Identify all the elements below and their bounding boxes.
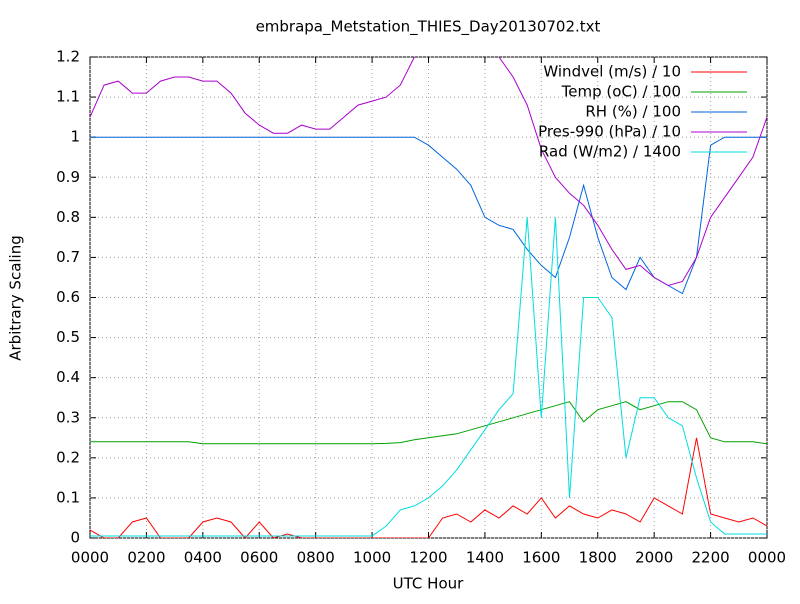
x-tick-label: 1200 <box>409 549 447 567</box>
legend-label: Rad (W/m2) / 1400 <box>539 143 681 161</box>
y-tick-label: 0.8 <box>56 208 80 226</box>
y-tick-label: 1.2 <box>56 48 80 66</box>
series-line <box>90 437 767 538</box>
x-tick-label: 1400 <box>466 549 504 567</box>
x-axis-label: UTC Hour <box>393 575 464 593</box>
chart-title: embrapa_Metstation_THIES_Day20130702.txt <box>256 18 601 37</box>
y-axis-label: Arbitrary Scaling <box>7 235 25 361</box>
x-tick-label: 0800 <box>297 549 335 567</box>
y-tick-label: 0 <box>70 529 80 547</box>
x-tick-label: 2200 <box>691 549 729 567</box>
y-tick-label: 0.6 <box>56 288 80 306</box>
x-tick-label: 0200 <box>127 549 165 567</box>
y-tick-label: 0.5 <box>56 328 80 346</box>
series-line <box>90 136 767 295</box>
legend-label: Windvel (m/s) / 10 <box>543 63 681 81</box>
y-tick-label: 1.1 <box>56 88 80 106</box>
series-line <box>90 401 767 445</box>
x-tick-label: 1800 <box>579 549 617 567</box>
legend-label: RH (%) / 100 <box>585 103 681 121</box>
legend-label: Temp (oC) / 100 <box>561 83 681 101</box>
y-tick-label: 1 <box>70 128 80 146</box>
x-tick-label: 0400 <box>184 549 222 567</box>
x-tick-label: 0600 <box>240 549 278 567</box>
x-tick-label: 1600 <box>522 549 560 567</box>
x-tick-label: 0000 <box>748 549 786 567</box>
y-tick-label: 0.7 <box>56 248 80 266</box>
y-tick-label: 0.2 <box>56 448 80 466</box>
y-tick-label: 0.1 <box>56 488 80 506</box>
series-line <box>90 57 767 287</box>
legend-label: Pres-990 (hPa) / 10 <box>538 123 681 141</box>
x-tick-label: 2000 <box>635 549 673 567</box>
x-tick-label: 1000 <box>353 549 391 567</box>
x-tick-label: 0000 <box>71 549 109 567</box>
y-tick-label: 0.4 <box>56 368 80 386</box>
y-tick-label: 0.9 <box>56 168 80 186</box>
y-tick-label: 0.3 <box>56 408 80 426</box>
series-line <box>90 217 767 537</box>
